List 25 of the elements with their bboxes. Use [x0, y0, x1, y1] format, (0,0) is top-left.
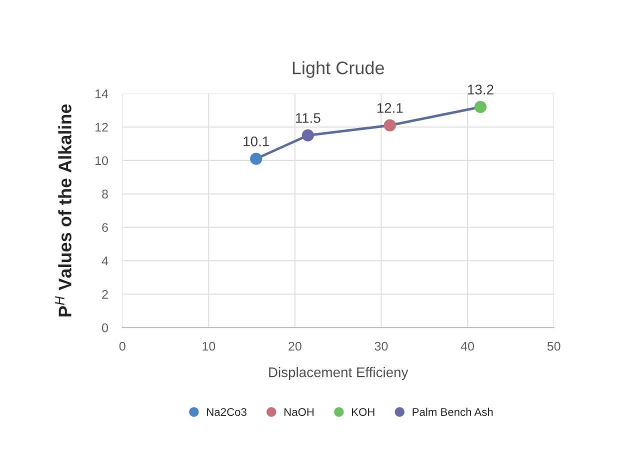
chart-title: Light Crude [292, 61, 384, 78]
data-label: 13.2 [468, 84, 494, 95]
x-tick-label: 10 [202, 342, 216, 351]
y-tick-label: 0 [102, 323, 108, 332]
x-tick-label: 20 [288, 342, 302, 351]
x-tick-label: 50 [547, 342, 560, 351]
data-label: 10.1 [244, 136, 269, 146]
y-tick-label: 8 [102, 190, 108, 199]
x-tick-label: 30 [374, 342, 388, 351]
legend-label: KOH [352, 408, 374, 416]
y-tick-label: 6 [102, 223, 108, 232]
y-tick-label: 2 [102, 290, 108, 299]
y-tick-label: 14 [96, 90, 108, 98]
data-label: 11.5 [296, 113, 320, 123]
legend-label: Na2Co3 [207, 408, 246, 416]
legend-label: Palm Bench Ash [412, 408, 493, 416]
x-axis-title: Displacement Efficieny [269, 367, 408, 380]
data-label: 12.1 [377, 103, 403, 113]
y-tick-label: 12 [96, 122, 108, 132]
x-tick-label: 0 [119, 342, 126, 351]
y-tick-label: 10 [96, 156, 108, 166]
y-tick-label: 4 [102, 256, 108, 266]
x-tick-label: 40 [460, 342, 474, 351]
y-axis-title: P$^{H}$ Values of the Alkaline [55, 104, 72, 316]
legend-label: NaOH [284, 408, 314, 416]
